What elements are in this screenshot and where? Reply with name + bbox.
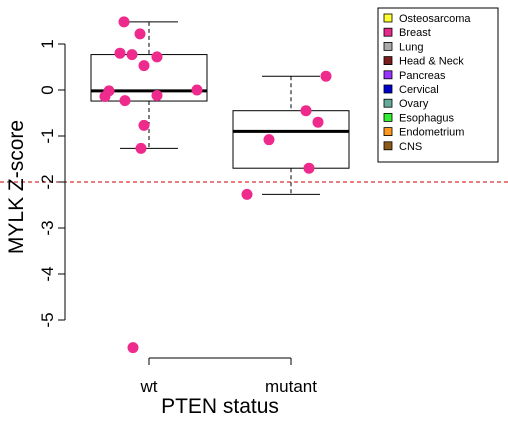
legend-swatch xyxy=(383,27,393,37)
data-point-wt xyxy=(191,84,203,96)
legend-item: Breast xyxy=(383,27,431,39)
legend-swatch xyxy=(383,56,393,65)
data-point-wt xyxy=(134,28,146,40)
legend-label: CNS xyxy=(399,141,422,153)
legend-swatch xyxy=(383,141,393,151)
legend-swatch xyxy=(383,84,393,94)
data-point-wt xyxy=(135,142,147,154)
boxes xyxy=(90,21,350,354)
legend-swatch xyxy=(383,13,393,23)
legend-item: CNS xyxy=(383,141,422,153)
legend-label: Endometrium xyxy=(399,127,464,139)
legend-item: Endometrium xyxy=(383,127,464,139)
data-point-wt xyxy=(151,51,163,63)
data-point-mutant xyxy=(303,162,315,174)
y-tick-label: -2 xyxy=(38,174,57,189)
legend-swatch xyxy=(383,127,393,136)
data-point-mutant xyxy=(320,70,332,82)
box-wt xyxy=(90,21,208,354)
legend-swatch xyxy=(383,98,393,108)
legend-item: Lung xyxy=(383,41,423,53)
outlier-point xyxy=(127,342,139,354)
legend-label: Pancreas xyxy=(399,70,446,82)
legend-item: Cervical xyxy=(383,84,439,96)
legend-swatch xyxy=(383,42,393,51)
y-tick-label: -1 xyxy=(38,128,57,143)
legend-label: Head & Neck xyxy=(399,56,464,68)
x-axis xyxy=(148,357,292,365)
y-tick-label: 0 xyxy=(38,85,57,94)
legend-item: Pancreas xyxy=(383,70,446,82)
data-point-mutant xyxy=(312,116,324,128)
data-point-wt xyxy=(99,90,111,102)
data-point-wt xyxy=(151,90,163,102)
legend: Osteosarcoma Breast Lung Head & Neck Pancrea… xyxy=(377,7,499,163)
y-tick-label: -5 xyxy=(38,312,57,327)
data-point-wt xyxy=(138,60,150,72)
legend-label: Cervical xyxy=(399,84,439,96)
box-iqr xyxy=(90,54,208,102)
data-point-wt xyxy=(119,95,131,107)
data-point-wt xyxy=(114,47,126,59)
legend-label: Lung xyxy=(399,41,423,53)
data-point-mutant xyxy=(241,188,253,200)
legend-item: Ovary xyxy=(383,98,429,110)
legend-item: Head & Neck xyxy=(383,56,464,68)
y-axis: 1 0 -1 -2 -3 -4 -5 xyxy=(38,39,66,328)
legend-frame xyxy=(377,7,499,163)
data-points xyxy=(99,16,332,200)
legend-swatch xyxy=(383,113,393,122)
data-point-wt xyxy=(126,49,138,61)
legend-label: Osteosarcoma xyxy=(399,13,471,25)
y-tick-label: -3 xyxy=(38,220,57,235)
x-tick-label-mutant: mutant xyxy=(265,377,317,396)
x-axis-title: PTEN status xyxy=(161,395,279,418)
box-mutant xyxy=(232,75,350,195)
legend-label: Ovary xyxy=(399,98,429,110)
x-tick-label-wt: wt xyxy=(140,377,158,396)
box-iqr xyxy=(232,110,350,169)
y-axis-title: MYLK Z-score xyxy=(5,120,28,254)
legend-label: Esophagus xyxy=(399,112,455,124)
data-point-wt xyxy=(138,119,150,131)
y-tick-label: 1 xyxy=(38,39,57,48)
data-point-mutant xyxy=(263,134,275,146)
data-point-mutant xyxy=(300,105,312,117)
data-point-wt xyxy=(118,16,130,28)
legend-item: Osteosarcoma xyxy=(383,13,471,25)
legend-swatch xyxy=(383,70,393,80)
legend-label: Breast xyxy=(399,27,431,39)
y-tick-label: -4 xyxy=(38,266,57,281)
legend-item: Esophagus xyxy=(383,112,455,124)
